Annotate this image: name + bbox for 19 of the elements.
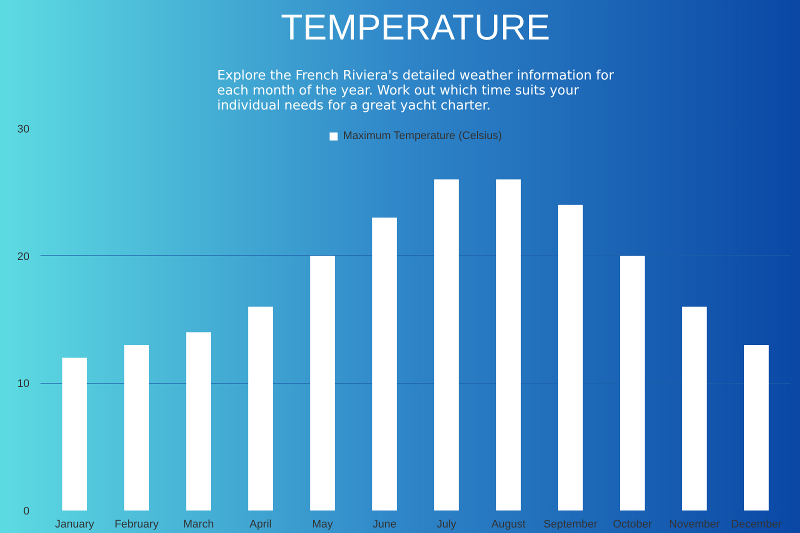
y-tick-label: 0 (23, 506, 30, 518)
y-tick-label: 20 (17, 250, 30, 263)
x-tick-label: July (436, 518, 457, 530)
x-tick-label: August (491, 518, 526, 530)
x-tick-label: September (544, 518, 598, 530)
x-tick-label: October (612, 518, 652, 530)
chart-subtitle: Explore the French Riviera's detailed weather information for each month of the year. Work out which time suits your individual needs for a great yacht charter. (217, 68, 615, 114)
chart-title: TEMPERATURE (280, 6, 550, 48)
x-tick-label: December (731, 518, 782, 530)
x-tick-label: April (250, 518, 272, 530)
x-tick-label: February (114, 518, 160, 530)
legend-label: Maximum Temperature (Celsius) (343, 130, 502, 142)
x-tick-label: June (372, 518, 396, 530)
x-tick-label: March (183, 518, 214, 530)
y-tick-label: 10 (17, 378, 30, 390)
x-tick-label: January (55, 518, 95, 530)
y-tick-label: 30 (17, 124, 30, 136)
x-tick-label: November (669, 518, 720, 530)
x-tick-label: May (312, 518, 334, 530)
